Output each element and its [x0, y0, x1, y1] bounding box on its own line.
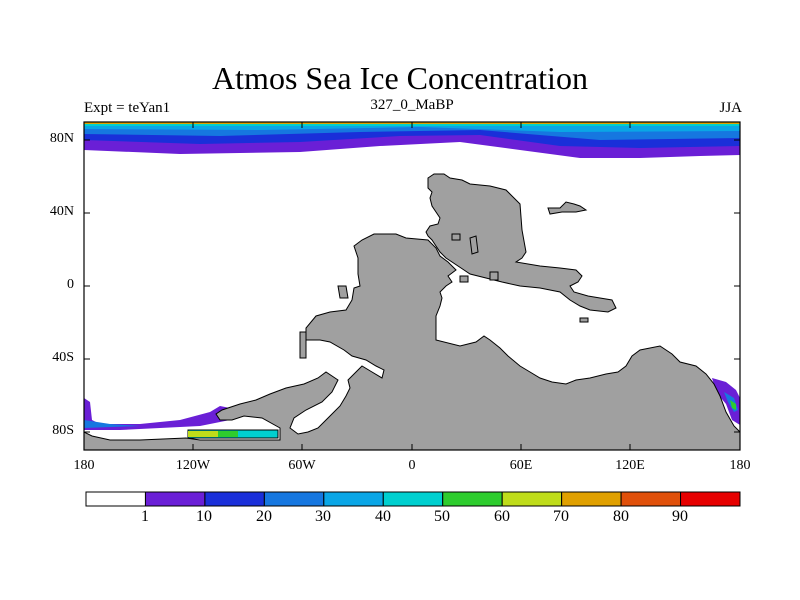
lon-label-120w: 120W: [175, 458, 211, 473]
colorbar-label: 70: [553, 508, 569, 525]
antarctic-ice-east: [712, 378, 740, 425]
lat-ticks: [84, 139, 740, 433]
land-masses: [83, 173, 741, 451]
map-title: Atmos Sea Ice Concentration: [212, 60, 588, 96]
colorbar-label: 80: [613, 508, 629, 525]
lat-label-80s: 80S: [52, 423, 74, 438]
colorbar-label: 60: [494, 508, 510, 525]
lon-label-0: 0: [408, 458, 416, 473]
season-label: JJA: [719, 100, 742, 116]
colorbar-label: 50: [434, 508, 450, 525]
colorbar-swatch: [680, 491, 741, 507]
lat-label-0: 0: [67, 277, 74, 292]
colorbar-swatch: [561, 491, 622, 507]
colorbar-swatch: [442, 491, 503, 507]
lon-label-60w: 60W: [288, 458, 316, 473]
colorbar-swatch: [620, 491, 682, 507]
lat-label-40s: 40S: [52, 350, 74, 365]
lon-label-180e: 180: [729, 458, 751, 473]
lat-label-40n: 40N: [49, 204, 74, 219]
lat-label-80n: 80N: [49, 131, 74, 146]
colorbar-swatch: [323, 491, 384, 507]
experiment-label: Expt = teYan1: [84, 100, 171, 116]
colorbar-swatch: [501, 491, 563, 507]
colorbar-swatch: [263, 491, 325, 507]
colorbar-swatch: [85, 491, 146, 507]
lon-ticks: [192, 122, 631, 450]
colorbar-label: 1: [141, 508, 149, 525]
colorbar-label: 90: [672, 508, 688, 525]
colorbar-swatch: [204, 491, 265, 507]
colorbar-swatch: [144, 491, 206, 507]
antarctic-ice-west: [84, 398, 279, 439]
colorbar-label: 40: [375, 508, 391, 525]
colorbar-label: 10: [196, 508, 212, 525]
age-label: 327_0_MaBP: [370, 97, 454, 113]
colorbar-label: 20: [256, 508, 272, 525]
lon-label-60e: 60E: [509, 458, 533, 473]
lon-label-180w: 180: [73, 458, 95, 473]
lon-label-120e: 120E: [615, 458, 645, 473]
colorbar: [85, 491, 741, 507]
colorbar-label: 30: [315, 508, 331, 525]
colorbar-swatch: [382, 491, 444, 507]
